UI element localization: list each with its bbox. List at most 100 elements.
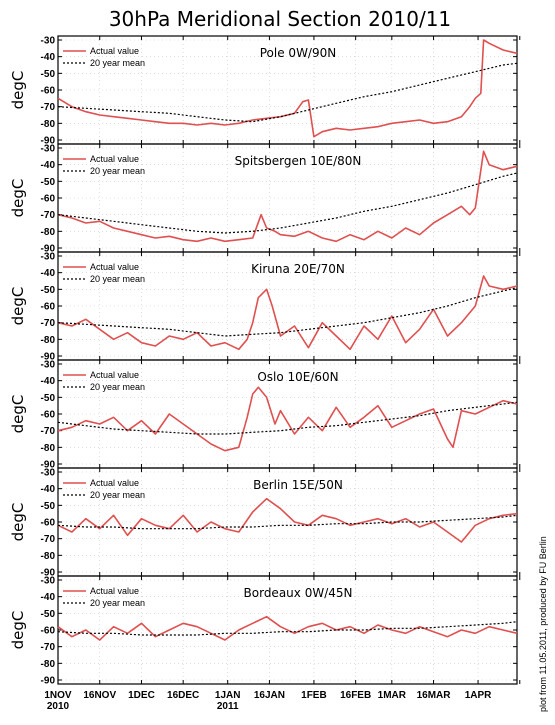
x-tick-label: 16NOV <box>83 690 116 701</box>
y-tick-label: -60 <box>41 86 56 97</box>
x-tick-label: 16MAR <box>417 690 452 701</box>
y-tick-label: -50 <box>41 393 56 404</box>
panel-title: Berlin 15E/50N <box>253 478 343 492</box>
x-tick-label: 16FEB <box>340 690 371 701</box>
legend-mean-label: 20 year mean <box>90 490 145 500</box>
y-tick-label: -30 <box>41 36 56 47</box>
y-tick-label: -80 <box>41 227 56 238</box>
y-tick-label: -50 <box>41 285 56 296</box>
x-tick-label: 1MAR <box>378 690 407 701</box>
series-mean-line <box>57 287 518 337</box>
y-tick-label: -40 <box>41 592 56 603</box>
panel-title: Oslo 10E/60N <box>257 370 338 384</box>
legend-actual-label: Actual value <box>90 154 139 164</box>
panel-3: -90 -80 -70 -60 -50 -40 -30 degC Kiruna 20E/70N A… <box>9 251 521 363</box>
y-tick-label: -70 <box>41 318 56 329</box>
series-mean-line <box>57 172 518 234</box>
y-tick-label: -50 <box>41 609 56 620</box>
series-actual-line <box>57 275 518 351</box>
panel-title: Pole 0W/90N <box>260 46 336 60</box>
y-tick-label: -90 <box>41 568 56 579</box>
series-actual-line <box>57 150 518 243</box>
y-tick-label: -90 <box>41 460 56 471</box>
series-actual-line <box>57 39 518 138</box>
y-tick-label: -30 <box>41 468 56 479</box>
y-tick-label: -50 <box>41 177 56 188</box>
y-tick-label: -60 <box>41 302 56 313</box>
y-tick-label: -90 <box>41 676 56 687</box>
panel-6: -90 -80 -70 -60 -50 -40 -30 degC Bordeaux 0W/45N… <box>9 575 521 687</box>
y-tick-label: -30 <box>41 360 56 371</box>
y-tick-label: -90 <box>41 244 56 255</box>
legend-mean-label: 20 year mean <box>90 598 145 608</box>
y-tick-label: -60 <box>41 194 56 205</box>
y-axis-label: degC <box>9 503 27 542</box>
legend-mean-label: 20 year mean <box>90 58 145 68</box>
y-tick-label: -50 <box>41 69 56 80</box>
y-tick-label: -80 <box>41 659 56 670</box>
legend-actual-label: Actual value <box>90 262 139 272</box>
y-tick-label: -80 <box>41 119 56 130</box>
series-mean-line <box>57 401 518 435</box>
y-tick-label: -80 <box>41 335 56 346</box>
y-tick-label: -60 <box>41 518 56 529</box>
y-tick-label: -70 <box>41 426 56 437</box>
y-tick-label: -40 <box>41 484 56 495</box>
panel-4: -90 -80 -70 -60 -50 -40 -30 degC Oslo 10E/60N Act… <box>9 359 521 471</box>
panel-2: -90 -80 -70 -60 -50 -40 -30 degC Spitsbergen 10E… <box>9 143 521 255</box>
series-actual-line <box>57 386 518 452</box>
legend-actual-label: Actual value <box>90 46 139 56</box>
legend-mean-label: 20 year mean <box>90 274 145 284</box>
credit-note: plot from 11.05.2011, produced by FU Ber… <box>538 536 548 712</box>
y-axis-label: degC <box>9 611 27 650</box>
legend-actual-label: Actual value <box>90 586 139 596</box>
figure-title: 30hPa Meridional Section 2010/11 <box>109 7 451 31</box>
x-tick-label: 1FEB <box>301 690 327 701</box>
y-tick-label: -30 <box>41 576 56 587</box>
y-tick-label: -70 <box>41 210 56 221</box>
y-tick-label: -90 <box>41 352 56 363</box>
y-tick-label: -90 <box>41 136 56 147</box>
y-tick-label: -40 <box>41 52 56 63</box>
panel-1: -90 -80 -70 -60 -50 -40 -30 degC Pole 0W/90N Actu… <box>9 35 521 147</box>
y-tick-label: -30 <box>41 144 56 155</box>
series-mean-line <box>57 514 518 530</box>
x-tick-label: 1JAN <box>215 690 241 701</box>
y-tick-label: -60 <box>41 410 56 421</box>
x-tick-label: 16DEC <box>167 690 199 701</box>
legend-mean-label: 20 year mean <box>90 382 145 392</box>
x-tick-year-label: 2010 <box>47 701 70 712</box>
series-mean-line <box>57 621 518 636</box>
y-tick-label: -80 <box>41 443 56 454</box>
x-tick-label: 1DEC <box>128 690 155 701</box>
legend-mean-label: 20 year mean <box>90 166 145 176</box>
x-tick-label: 1NOV <box>44 690 72 701</box>
x-tick-label: 16JAN <box>254 690 285 701</box>
x-tick-year-label: 2011 <box>217 701 239 712</box>
y-tick-label: -80 <box>41 551 56 562</box>
legend-actual-label: Actual value <box>90 478 139 488</box>
y-tick-label: -40 <box>41 268 56 279</box>
y-axis-label: degC <box>9 71 27 110</box>
y-tick-label: -70 <box>41 534 56 545</box>
y-tick-label: -70 <box>41 102 56 113</box>
y-tick-label: -70 <box>41 642 56 653</box>
y-tick-label: -30 <box>41 252 56 263</box>
series-actual-line <box>57 497 518 543</box>
y-axis-label: degC <box>9 395 27 434</box>
series-mean-line <box>57 62 518 123</box>
y-tick-label: -40 <box>41 160 56 171</box>
y-tick-label: -50 <box>41 501 56 512</box>
panel-title: Bordeaux 0W/45N <box>244 586 353 600</box>
series-actual-line <box>57 615 518 641</box>
y-axis-label: degC <box>9 179 27 218</box>
y-tick-label: -40 <box>41 376 56 387</box>
x-tick-label: 1APR <box>465 690 492 701</box>
panel-title: Kiruna 20E/70N <box>251 262 345 276</box>
y-axis-label: degC <box>9 287 27 326</box>
panel-5: -90 -80 -70 -60 -50 -40 -30 degC Berlin 15E/50N A… <box>9 467 521 579</box>
legend-actual-label: Actual value <box>90 370 139 380</box>
panels-group: -90 -80 -70 -60 -50 -40 -30 degC Pole 0W/90N Actu… <box>9 35 521 687</box>
